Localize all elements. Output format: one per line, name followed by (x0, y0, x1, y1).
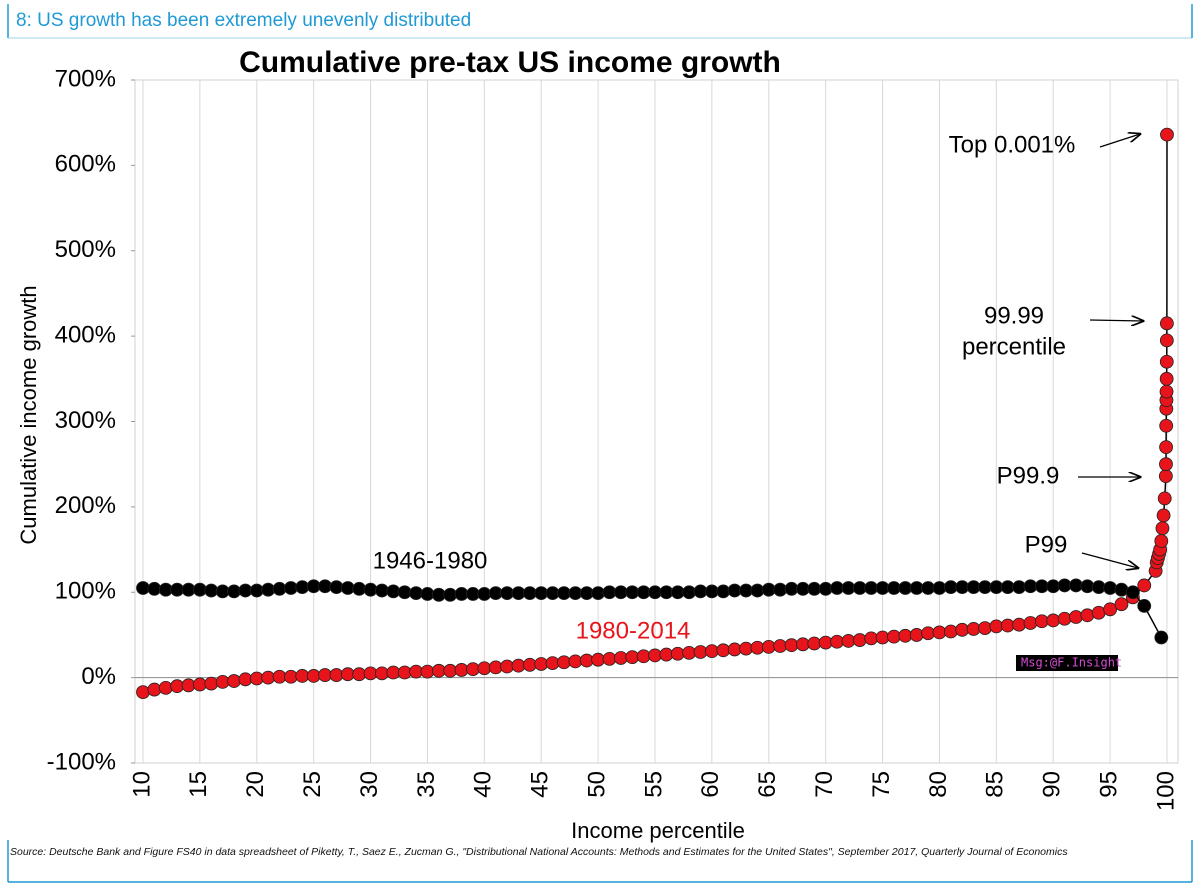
annotation-arrow (1099, 134, 1140, 148)
y-tick-label: -100% (47, 748, 116, 775)
data-point (1057, 611, 1072, 626)
data-point (147, 682, 162, 697)
data-point (1125, 585, 1140, 600)
watermark-box (1016, 655, 1118, 671)
annotation: 99.99 (984, 302, 1044, 329)
series-label: 1980-2014 (576, 617, 691, 644)
data-point (1080, 608, 1095, 623)
data-point (1159, 384, 1174, 399)
header: 8: US growth has been extremely unevenly… (16, 10, 471, 31)
y-axis-label: Cumulative income growth (16, 285, 41, 544)
x-tick-label: 30 (356, 771, 383, 798)
x-tick-label: 55 (640, 771, 667, 798)
data-point (1154, 630, 1169, 645)
y-tick-label: 600% (55, 151, 116, 178)
data-point (227, 674, 241, 688)
data-point (1155, 521, 1170, 536)
x-tick-label: 15 (185, 771, 212, 798)
x-tick-label: 100 (1152, 771, 1179, 811)
x-tick-label: 25 (299, 771, 326, 798)
data-point (1114, 597, 1129, 612)
data-point (1012, 617, 1026, 632)
annotation: Top 0.001% (949, 131, 1076, 158)
data-point (1137, 578, 1152, 593)
data-point (1023, 616, 1038, 630)
data-point (1159, 371, 1174, 386)
data-point (1159, 457, 1173, 472)
data-point (1154, 534, 1169, 548)
data-point (204, 676, 219, 691)
y-tick-label: 100% (55, 578, 116, 605)
data-point (1158, 469, 1173, 484)
annotation: P99.9 (997, 462, 1060, 489)
source-box: Source: Deutsche Bank and Figure FS40 in… (10, 846, 1068, 858)
x-tick-label: 20 (242, 771, 269, 798)
data-point (1159, 418, 1174, 433)
data-point (1159, 440, 1173, 455)
data-point (1103, 602, 1118, 617)
data-point (852, 633, 867, 647)
x-tick-label: 60 (697, 771, 724, 798)
data-point (1159, 354, 1174, 369)
x-axis-label: Income percentile (571, 818, 745, 843)
series-label: 1946-1980 (373, 547, 488, 574)
x-tick-label: 90 (1039, 771, 1066, 798)
x-tick-label: 75 (868, 771, 895, 798)
y-tick-label: 0% (81, 663, 116, 690)
data-point (158, 680, 173, 695)
x-tick-label: 85 (982, 771, 1009, 798)
x-tick-label: 50 (583, 771, 610, 798)
annotation: percentile (962, 333, 1066, 360)
data-point (943, 624, 958, 639)
x-tick-label: 65 (754, 771, 781, 798)
chart-title: Cumulative pre-tax US income growth (239, 46, 781, 79)
data-point (1091, 605, 1106, 620)
x-tick-label: 40 (470, 771, 497, 798)
y-tick-label: 200% (55, 492, 116, 519)
y-tick-label: 400% (55, 321, 116, 348)
x-tick-label: 35 (413, 771, 440, 798)
data-point (1046, 613, 1061, 628)
data-point (1157, 491, 1172, 506)
y-tick-label: 300% (55, 407, 116, 434)
annotation-arrow (1081, 552, 1138, 568)
source: Source: Deutsche Bank and Figure FS40 in… (10, 846, 1068, 858)
data-point (1156, 508, 1171, 523)
data-point (1159, 333, 1174, 348)
data-point (1069, 610, 1083, 624)
data-point (1137, 599, 1152, 613)
annotation-arrow (1089, 320, 1143, 321)
x-tick-label: 70 (811, 771, 838, 798)
x-tick-label: 10 (128, 771, 155, 798)
y-tick-label: 500% (55, 236, 116, 263)
x-tick-label: 45 (527, 771, 554, 798)
data-point (909, 628, 924, 642)
data-point (1103, 581, 1118, 595)
data-point (1114, 582, 1129, 597)
data-point (978, 621, 992, 636)
y-tick-label: 700% (55, 65, 116, 92)
watermark: Msg:@F.Insight (1021, 656, 1122, 670)
annotation: P99 (1025, 531, 1068, 558)
data-point (136, 685, 150, 700)
x-tick-label: 80 (925, 771, 952, 798)
data-point (1159, 316, 1174, 331)
data-point (1160, 127, 1174, 142)
x-tick-label: 95 (1095, 771, 1122, 798)
